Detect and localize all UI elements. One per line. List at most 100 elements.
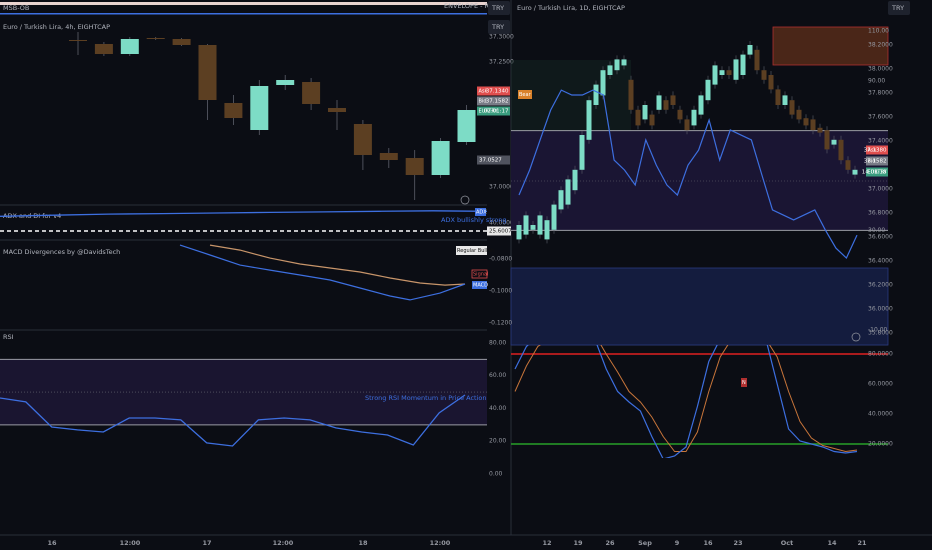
currency-button-label: TRY [491,23,504,31]
y-tick-label: 36.2000 [868,282,893,289]
candle-body [69,40,87,41]
time-axis-label: Sep [638,539,652,547]
candle-body [754,49,760,71]
y-tick-label: 37.2500 [489,59,514,66]
time-axis-label: 9 [675,539,680,547]
candle-body [796,109,802,120]
candle-body [677,109,683,120]
stoch-k-line [514,345,858,458]
time-axis-label: Oct [781,539,794,547]
y-tick-label: 80.0000 [868,351,893,358]
y-tick-label: -10.00 [868,327,888,334]
candle-body [803,118,809,126]
time-axis-label: 12 [542,539,551,547]
candle-body [120,39,139,54]
price-tag-label: EURTRY [868,170,888,176]
price-tag-value: 14:01:18 [862,170,887,176]
price-tag-value: 02:01:17 [484,109,509,115]
adx-tag-label: ADX [476,210,487,216]
signal-tag-label: Signal [473,272,488,278]
candle-body [663,100,669,110]
candle-body [558,190,564,210]
time-axis-label: 21 [857,539,867,547]
candle-body [747,45,753,55]
candle-body [600,70,606,96]
y-tick-label: 0.00 [489,470,503,477]
y-tick-label: 38.2000 [868,42,893,49]
y-tick-label: 40.0000 [489,220,514,227]
pane-title: MACD Divergences by @DavidsTech [3,248,120,256]
signal-label-box [518,90,532,99]
candle-body [838,139,844,161]
top-indicator-line [0,13,487,15]
adx-tag [475,208,486,216]
macd-tag [472,281,487,289]
candle-body [593,84,599,105]
currency-button[interactable] [888,1,910,15]
candle-body [635,109,641,126]
price-tag [477,86,510,96]
candle-body [775,89,781,105]
candle-body [691,109,697,126]
candle-body [656,95,662,110]
top-envelope-bar [0,2,487,5]
time-axis-label: 12:00 [430,539,451,547]
pane [511,345,888,458]
signal-label: Bear [519,92,532,98]
y-tick-label: 37.4000 [868,138,893,145]
candle-body [146,38,165,39]
y-tick-label: 36.4000 [868,258,893,265]
signal-line [209,244,466,286]
candle-body [733,59,739,80]
symbol-title: Euro / Turkish Lira, 4h, EIGHTCAP [3,23,110,31]
pane [511,41,888,260]
candle-body [642,105,648,120]
y-tick-label: 20.0000 [868,441,893,448]
candle-body [544,220,550,240]
price-tag-value: 37.1380 [864,148,887,154]
candle-body [516,225,522,240]
indicator-name: MSB-OB [3,4,29,12]
y-tick-label: 37.0000 [868,186,893,193]
price-tag [866,156,888,166]
candle-body [712,65,718,85]
y-tick-label: 40.00 [489,405,506,412]
price-tag-label: Ask [479,89,488,95]
time-axis-label: 23 [733,539,742,547]
candle-body [172,39,191,45]
candle-body [537,215,543,235]
candle-body [198,45,217,100]
y-tick-label: 37.0000 [489,184,514,191]
time-axis-label: 12:00 [120,539,141,547]
candle-body [761,70,767,80]
snapshot-icon[interactable] [460,195,470,205]
price-tag-label: Bid [479,99,487,105]
candle-body [621,59,627,66]
y-tick-label: 30.00 [868,227,885,234]
y-tick-label: 60.00 [489,372,506,379]
candle-body [530,225,536,230]
y-tick-label: 36.8000 [868,210,893,217]
y-tick-label: 20.00 [489,438,506,445]
snapshot-icon[interactable] [851,332,861,342]
candle-body [379,153,398,160]
candle-body [565,179,571,205]
candle-body [649,114,655,126]
symbol-title: Euro / Turkish Lira, 1D, EIGHTCAP [517,4,625,12]
currency-button[interactable] [488,20,510,34]
candle-body [572,169,578,191]
divergence-label-box [456,246,487,255]
currency-button[interactable] [488,1,510,15]
candle-body [684,119,690,131]
overlay-line [518,89,858,260]
price-tag [866,167,888,177]
time-axis-label: 26 [605,539,615,547]
macd-tag-label: MACD [473,283,488,289]
stoch-d-line [514,345,858,453]
time-axis-label: 12:00 [273,539,294,547]
price-tag-value: 37.0527 [479,158,502,164]
candle-body [810,119,816,131]
rsi-note: Strong RSI Momentum in Price Action [365,394,487,402]
candle-body [719,70,725,75]
